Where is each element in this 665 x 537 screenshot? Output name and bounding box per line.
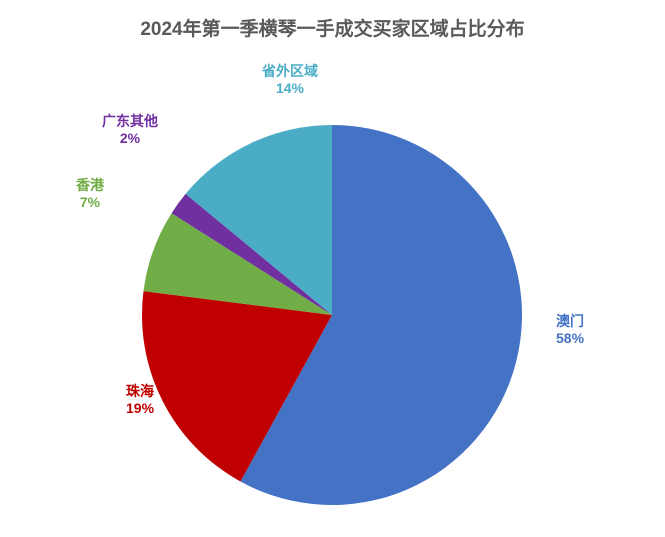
pie-label-percent: 7%	[76, 194, 104, 212]
pie-label-name: 广东其他	[102, 113, 158, 131]
pie-label-name: 香港	[76, 177, 104, 195]
pie-label: 广东其他2%	[102, 113, 158, 148]
pie-label-name: 澳门	[556, 313, 584, 331]
pie-chart-svg	[0, 0, 665, 537]
pie-label-name: 珠海	[126, 383, 154, 401]
pie-label-name: 省外区域	[262, 63, 318, 81]
pie-label: 香港7%	[76, 177, 104, 212]
pie-label-percent: 58%	[556, 330, 584, 348]
pie-label-percent: 14%	[262, 80, 318, 98]
pie-label: 澳门58%	[556, 313, 584, 348]
pie-label-percent: 2%	[102, 130, 158, 148]
pie-label-percent: 19%	[126, 400, 154, 418]
pie-label: 珠海19%	[126, 383, 154, 418]
pie-label: 省外区域14%	[262, 63, 318, 98]
chart-container: { "title": { "text": "2024年第一季横琴一手成交买家区域…	[0, 0, 665, 537]
